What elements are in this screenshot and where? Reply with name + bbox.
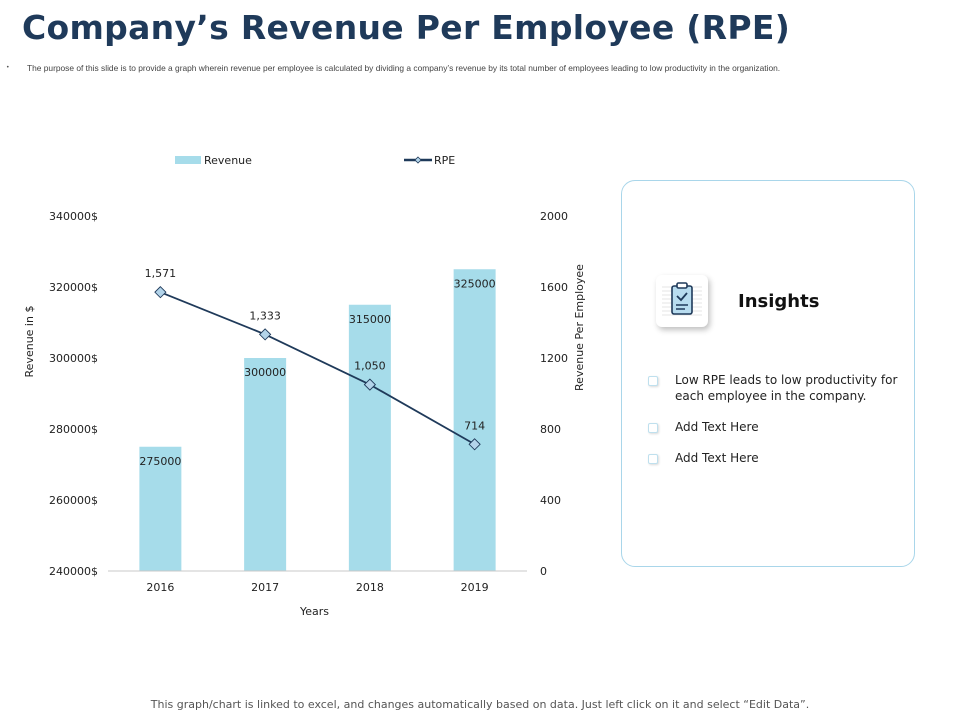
legend-revenue-swatch [175, 156, 201, 164]
y-tick-label: 340000$ [49, 210, 98, 223]
revenue-rpe-chart[interactable]: Revenue RPE 240000$ 260000$ 280000$ 300000$ 32… [0, 0, 620, 640]
insights-title: Insights [738, 291, 820, 312]
rpe-point-2019 [468, 438, 481, 451]
y2-tick-label: 0 [540, 565, 547, 578]
checkbox-icon [648, 376, 658, 386]
y-tick-label: 240000$ [49, 565, 98, 578]
insight-item: Add Text Here [648, 450, 900, 466]
bar-revenue-2017 [244, 358, 287, 571]
rpe-data-label: 1,333 [249, 309, 281, 322]
checkbox-icon [648, 454, 658, 464]
insights-panel: Insights Low RPE leads to low productivi… [621, 180, 915, 567]
insight-text: Low RPE leads to low productivity for ea… [675, 373, 898, 403]
rpe-data-label: 1,050 [354, 360, 386, 373]
y2-tick-label: 400 [540, 494, 561, 507]
y2-tick-label: 1200 [540, 352, 568, 365]
slide-subtitle: The purpose of this slide is to provide … [27, 63, 781, 73]
slide-title: Company’s Revenue Per Employee (RPE) [22, 8, 791, 47]
bar-revenue-2019 [453, 269, 496, 571]
y2-tick-label: 2000 [540, 210, 568, 223]
y2-tick-label: 1600 [540, 281, 568, 294]
y2-tick-label: 800 [540, 423, 561, 436]
footer-note: This graph/chart is linked to excel, and… [150, 698, 810, 711]
legend-revenue-label: Revenue [204, 154, 252, 167]
rpe-data-label: 714 [464, 419, 485, 432]
legend-rpe-marker [414, 156, 422, 164]
rpe-series-line [160, 291, 476, 446]
x-tick-label: 2018 [356, 581, 384, 594]
y-tick-label: 280000$ [49, 423, 98, 436]
insight-item: Add Text Here [648, 419, 900, 435]
rpe-data-label: 1,571 [145, 267, 177, 280]
x-tick-label: 2016 [146, 581, 174, 594]
bar-revenue-2018 [348, 304, 391, 571]
rpe-point-2018 [363, 378, 377, 391]
insight-item: Low RPE leads to low productivity for ea… [648, 372, 900, 404]
bar-data-label: 325000 [454, 277, 496, 290]
subtitle-bullet: • [6, 64, 10, 71]
bar-data-label: 275000 [139, 455, 181, 468]
bar-data-label: 300000 [244, 366, 286, 379]
y2-axis-title: Revenue Per Employee [573, 264, 586, 391]
rpe-point-2016 [154, 286, 167, 299]
bar-revenue-2016 [139, 446, 182, 571]
clipboard-check-icon [656, 275, 708, 327]
rpe-point-2017 [258, 328, 272, 341]
insight-text[interactable]: Add Text Here [675, 451, 759, 465]
bar-data-label: 315000 [349, 313, 391, 326]
y-axis-title: Revenue in $ [23, 306, 36, 378]
legend-rpe-label: RPE [434, 154, 455, 167]
y-tick-label: 320000$ [49, 281, 98, 294]
x-axis-title: Years [299, 605, 329, 618]
y-tick-label: 260000$ [49, 494, 98, 507]
x-tick-label: 2019 [461, 581, 489, 594]
y-tick-label: 300000$ [49, 352, 98, 365]
x-tick-label: 2017 [251, 581, 279, 594]
insight-text[interactable]: Add Text Here [675, 420, 759, 434]
checkbox-icon [648, 423, 658, 433]
